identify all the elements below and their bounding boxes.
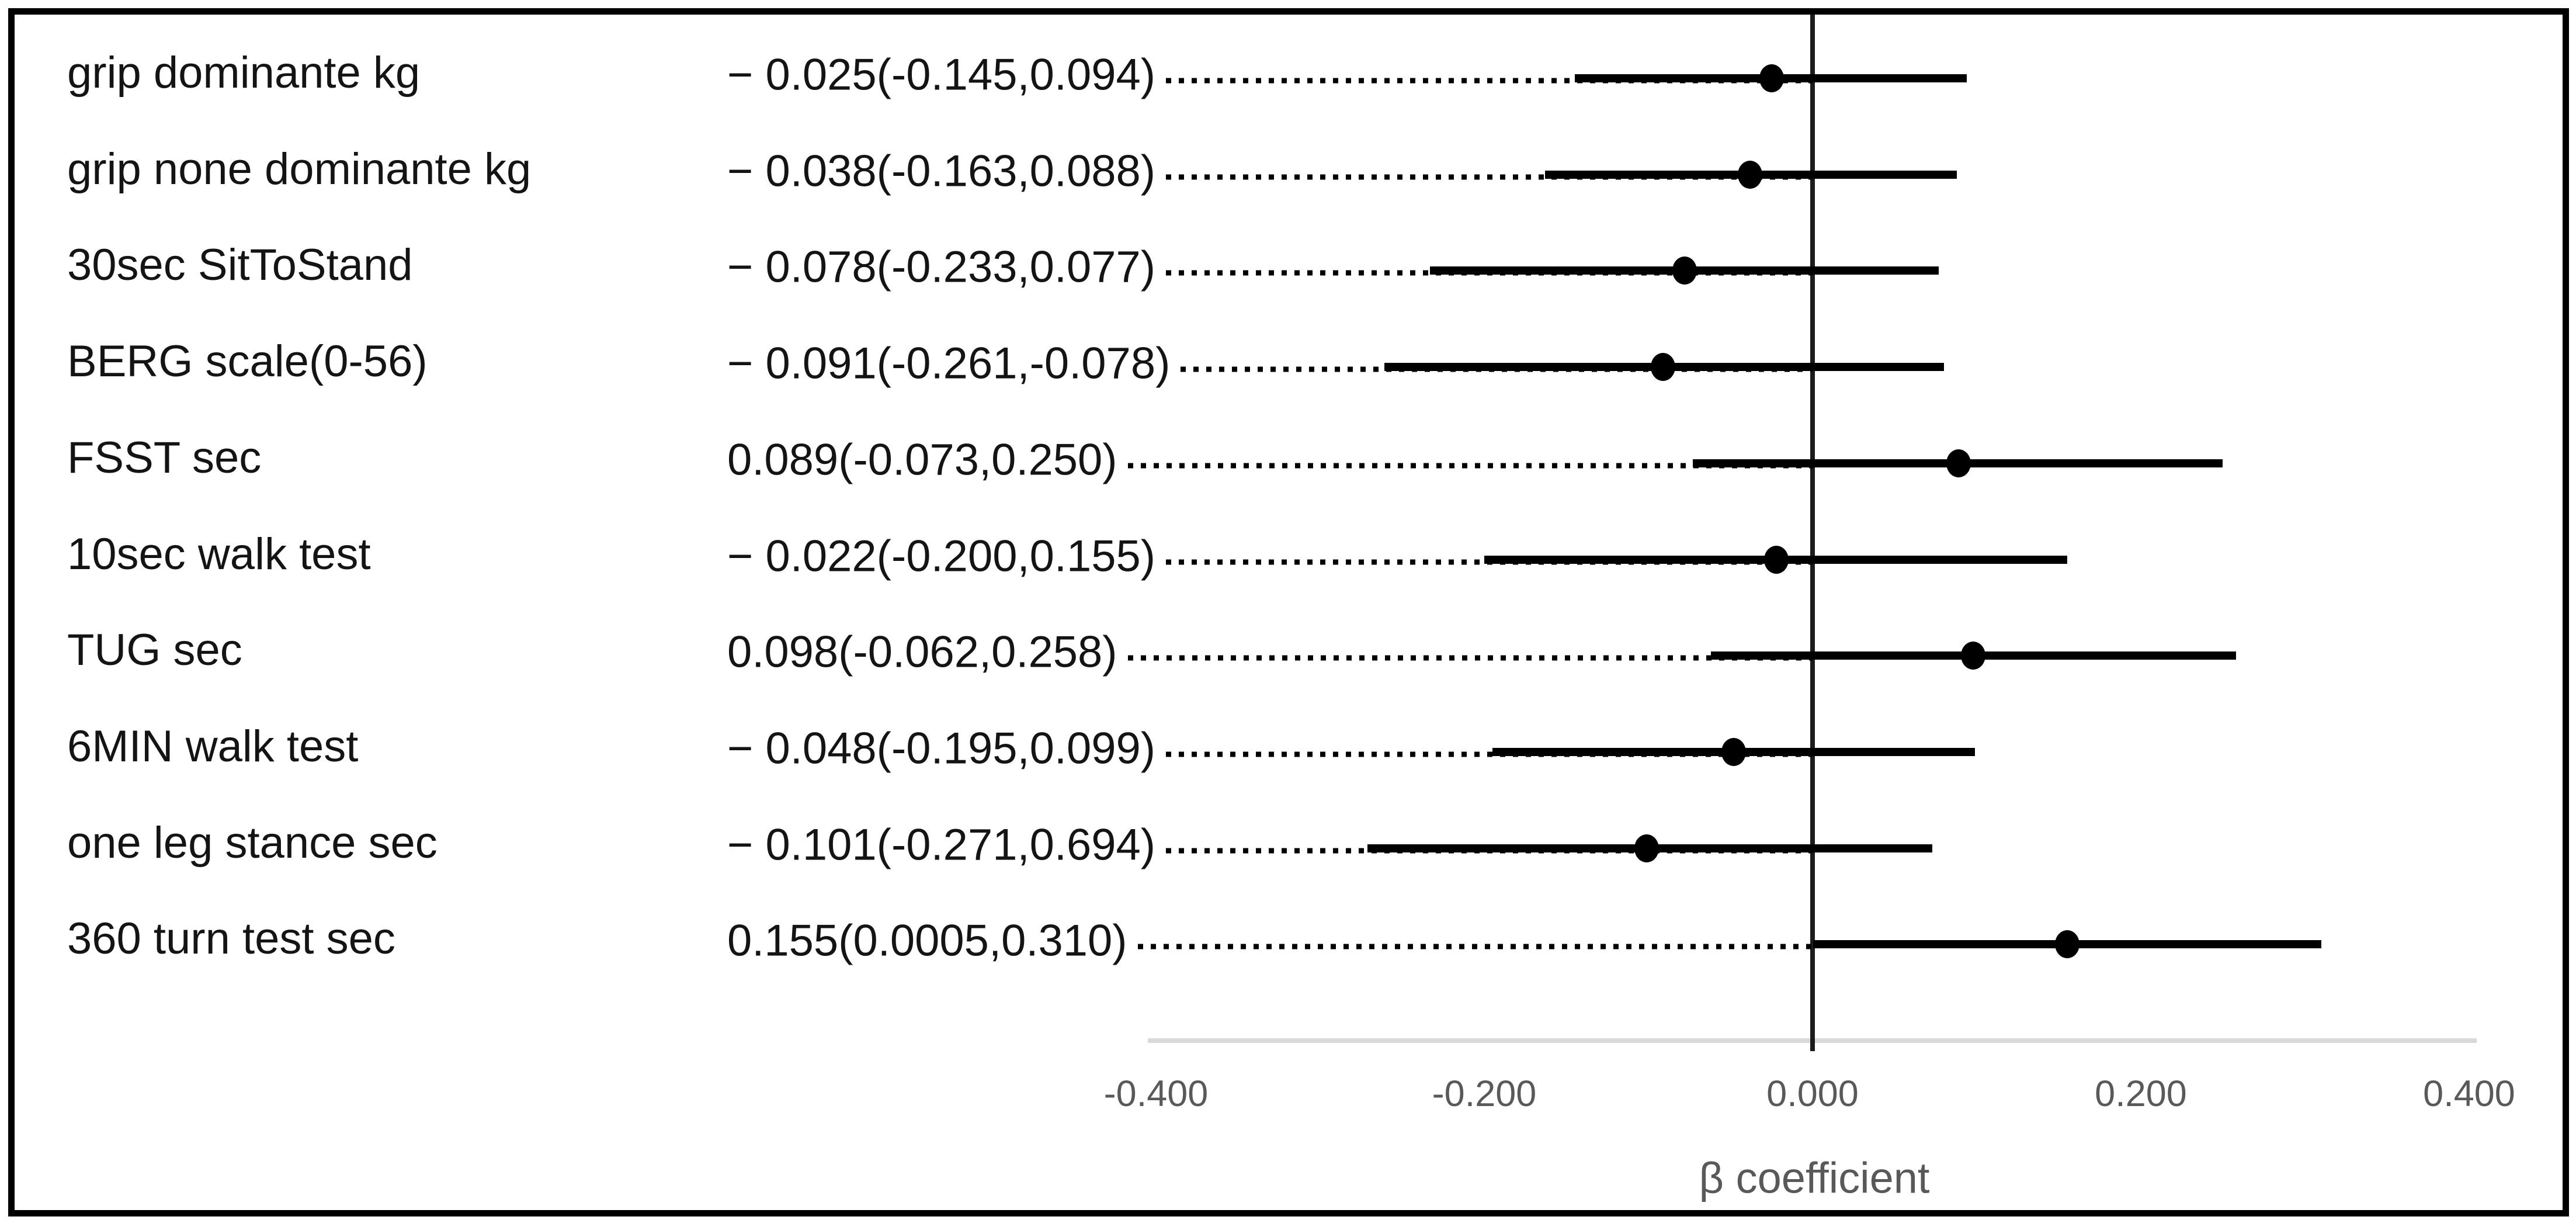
row-value-line: 0.098(-0.062,0.258) [727, 627, 1813, 678]
row-value-line: − 0.038(-0.163,0.088) [727, 145, 1813, 196]
row-ci-text: 0.155(0.0005,0.310) [727, 916, 1127, 966]
estimate-marker [1764, 545, 1789, 574]
dotted-leader-line [1166, 751, 1813, 757]
dotted-leader-line [1166, 78, 1813, 84]
row-label: 360 turn test sec [67, 914, 395, 964]
row-value-line: − 0.091(-0.261,-0.078) [727, 338, 1813, 389]
row-ci-text: − 0.038(-0.163,0.088) [727, 146, 1156, 196]
estimate-marker [1738, 160, 1763, 189]
row-label: grip dominante kg [67, 48, 421, 98]
row-ci-text: − 0.025(-0.145,0.094) [727, 50, 1156, 100]
row-ci-text: − 0.022(-0.200,0.155) [727, 531, 1156, 581]
dotted-leader-line [1137, 944, 1813, 949]
x-tick-label: 0.200 [2095, 1073, 2187, 1114]
row-label: TUG sec [67, 625, 242, 675]
row-label: 6MIN walk test [67, 721, 359, 771]
dotted-leader-line [1127, 463, 1813, 469]
row-value-line: − 0.025(-0.145,0.094) [727, 50, 1813, 100]
x-tick-label: -0.400 [1103, 1073, 1209, 1114]
estimate-marker [2054, 930, 2079, 959]
row-ci-text: − 0.091(-0.261,-0.078) [727, 338, 1171, 389]
estimate-marker [1672, 257, 1697, 285]
row-label: FSST sec [67, 432, 262, 483]
estimate-marker [1759, 64, 1784, 92]
row-ci-text: 0.089(-0.073,0.250) [727, 435, 1117, 485]
x-axis-title: β coefficient [1699, 1153, 1930, 1202]
row-value-line: 0.089(-0.073,0.250) [727, 434, 1813, 485]
estimate-marker [1961, 642, 1986, 670]
x-tick-label: 0.000 [1766, 1073, 1859, 1114]
row-label: 10sec walk test [67, 529, 371, 579]
estimate-marker [1634, 834, 1660, 862]
row-label: 30sec SitToStand [67, 240, 413, 290]
row-value-line: − 0.048(-0.195,0.099) [727, 723, 1813, 774]
row-ci-text: − 0.048(-0.195,0.099) [727, 723, 1156, 774]
x-tick-label: 0.400 [2423, 1073, 2515, 1114]
zero-reference-line [1810, 15, 1815, 1051]
estimate-marker [1651, 353, 1676, 382]
dotted-leader-line [1166, 174, 1813, 180]
row-ci-text: − 0.078(-0.233,0.077) [727, 242, 1156, 292]
estimate-marker [1946, 449, 1971, 477]
row-label: BERG scale(0-56) [67, 337, 428, 387]
row-label: grip none dominante kg [67, 144, 532, 194]
dotted-leader-line [1127, 655, 1813, 661]
row-ci-text: − 0.101(-0.271,0.694) [727, 820, 1156, 870]
x-tick-label: -0.200 [1432, 1073, 1537, 1114]
row-value-line: 0.155(0.0005,0.310) [727, 916, 1813, 966]
row-label: one leg stance sec [67, 817, 438, 868]
row-ci-text: 0.098(-0.062,0.258) [727, 627, 1117, 677]
estimate-marker [1721, 737, 1747, 766]
